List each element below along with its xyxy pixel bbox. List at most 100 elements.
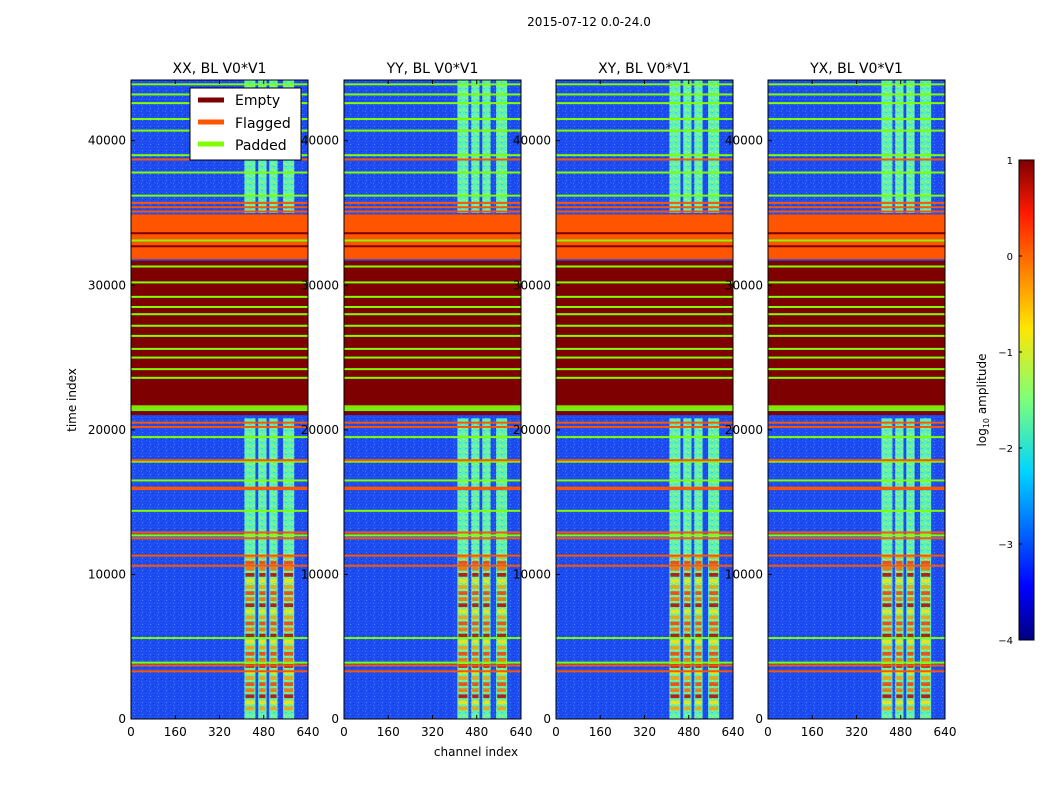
flagged-row <box>556 425 733 428</box>
padded-row <box>768 509 945 512</box>
empty-stripe <box>344 411 521 416</box>
signal-hotspot <box>259 609 266 614</box>
padded-row <box>556 313 733 316</box>
signal-hotspot <box>458 566 468 571</box>
signal-hotspot <box>684 597 691 602</box>
signal-hotspot <box>483 572 490 577</box>
colorbar-tick-label: −4 <box>998 636 1013 647</box>
signal-hotspot <box>882 645 892 650</box>
signal-hotspot <box>284 627 294 632</box>
legend: Empty Flagged Padded <box>189 87 302 161</box>
signal-hotspot <box>259 676 266 680</box>
signal-hotspot <box>270 609 277 614</box>
flagged-row <box>131 664 308 667</box>
padded-row <box>344 313 521 316</box>
signal-hotspot <box>921 597 931 602</box>
padded-row <box>556 194 733 197</box>
signal-hotspot <box>245 585 255 589</box>
signal-hotspot <box>896 639 903 644</box>
signal-hotspot <box>270 633 277 638</box>
signal-hotspot <box>695 554 702 559</box>
signal-hotspot <box>907 554 914 559</box>
padded-row <box>344 295 521 298</box>
signal-hotspot <box>284 682 294 687</box>
signal-hotspot <box>907 639 914 644</box>
signal-hotspot <box>896 682 903 687</box>
signal-hotspot <box>709 566 719 571</box>
signal-hotspot <box>284 554 294 559</box>
signal-hotspot <box>684 609 691 614</box>
signal-hotspot <box>882 603 892 608</box>
flagged-row <box>344 158 521 161</box>
signal-hotspot <box>259 566 266 571</box>
signal-hotspot <box>882 694 892 699</box>
signal-hotspot <box>259 694 266 699</box>
padded-row <box>556 118 733 121</box>
signal-hotspot <box>270 651 277 656</box>
y-tick-label: 10000 <box>725 567 763 581</box>
signal-hotspot <box>270 706 277 711</box>
y-tick-label: 0 <box>543 712 551 726</box>
signal-band <box>906 80 915 214</box>
padded-row <box>344 347 521 350</box>
padded-row <box>556 93 733 96</box>
colorbar: log10 amplitude 1 0 −1 −2 −3 −4 <box>975 156 1035 647</box>
signal-hotspot <box>695 657 702 662</box>
signal-hotspot <box>284 603 294 608</box>
flagged-row <box>768 425 945 428</box>
signal-hotspot <box>684 566 691 571</box>
signal-hotspot <box>245 609 255 614</box>
signal-hotspot <box>483 603 490 608</box>
signal-hotspot <box>684 591 691 595</box>
y-tick-label: 0 <box>755 712 763 726</box>
colorbar-tick-label: −2 <box>998 444 1013 455</box>
x-tick-label: 640 <box>934 725 957 739</box>
signal-hotspot <box>458 572 468 577</box>
padded-row <box>556 534 733 537</box>
padded-row <box>131 194 308 197</box>
panel-title: XY, BL V0*V1 <box>598 61 691 77</box>
signal-hotspot <box>709 706 719 711</box>
flagged-row <box>556 531 733 534</box>
padded-row <box>768 376 945 379</box>
signal-hotspot <box>458 633 468 638</box>
panel-title: YY, BL V0*V1 <box>386 61 479 77</box>
signal-hotspot <box>458 688 468 693</box>
signal-hotspot <box>284 676 294 680</box>
signal-hotspot <box>284 566 294 571</box>
signal-hotspot <box>907 651 914 656</box>
signal-hotspot <box>684 560 691 565</box>
signal-hotspot <box>709 591 719 595</box>
signal-hotspot <box>670 591 680 595</box>
signal-hotspot <box>472 706 479 711</box>
signal-hotspot <box>896 657 903 662</box>
y-tick-label: 40000 <box>301 134 339 148</box>
signal-hotspot <box>284 694 294 699</box>
signal-hotspot <box>483 657 490 662</box>
signal-hotspot <box>921 560 931 565</box>
signal-hotspot <box>259 615 266 620</box>
signal-band <box>920 80 932 214</box>
flagged-block <box>768 214 945 260</box>
flagged-row <box>344 206 521 209</box>
signal-hotspot <box>497 621 507 626</box>
signal-hotspot <box>259 560 266 565</box>
signal-hotspot <box>709 572 719 577</box>
signal-hotspot <box>921 694 931 699</box>
signal-hotspot <box>695 676 702 680</box>
signal-hotspot <box>670 639 680 644</box>
signal-hotspot <box>695 645 702 650</box>
flagged-row <box>768 488 945 491</box>
x-tick-label: 160 <box>164 725 187 739</box>
signal-hotspot <box>695 694 702 699</box>
padded-row <box>344 194 521 197</box>
empty-row <box>131 232 308 235</box>
y-tick-label: 20000 <box>301 423 339 437</box>
signal-band <box>496 80 508 214</box>
signal-hotspot <box>684 645 691 650</box>
signal-hotspot <box>270 579 277 583</box>
x-axis-label: channel index <box>434 745 518 759</box>
padded-row <box>131 376 308 379</box>
signal-hotspot <box>882 621 892 626</box>
colorbar-tick-label: 0 <box>1007 252 1013 263</box>
